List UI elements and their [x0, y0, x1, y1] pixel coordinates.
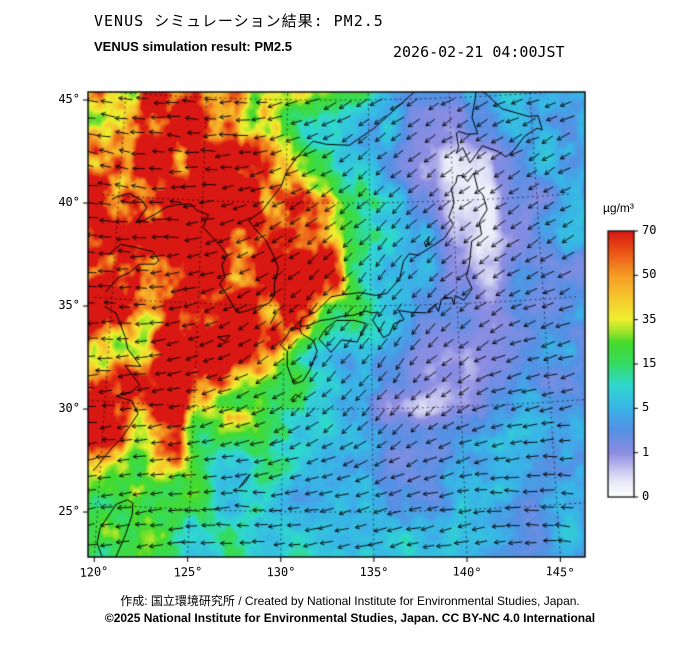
- colorbar-unit-label: µg/m³: [603, 201, 634, 215]
- copyright-line: ©2025 National Institute for Environment…: [104, 611, 596, 625]
- page-title-japanese: VENUS シミュレーション結果: PM2.5: [94, 12, 384, 30]
- forecast-timestamp: 2026-02-21 04:00JST: [393, 43, 565, 61]
- page-title-english: VENUS simulation result: PM2.5: [94, 39, 292, 54]
- credit-line: 作成: 国立環境研究所 / Created by National Instit…: [120, 594, 580, 608]
